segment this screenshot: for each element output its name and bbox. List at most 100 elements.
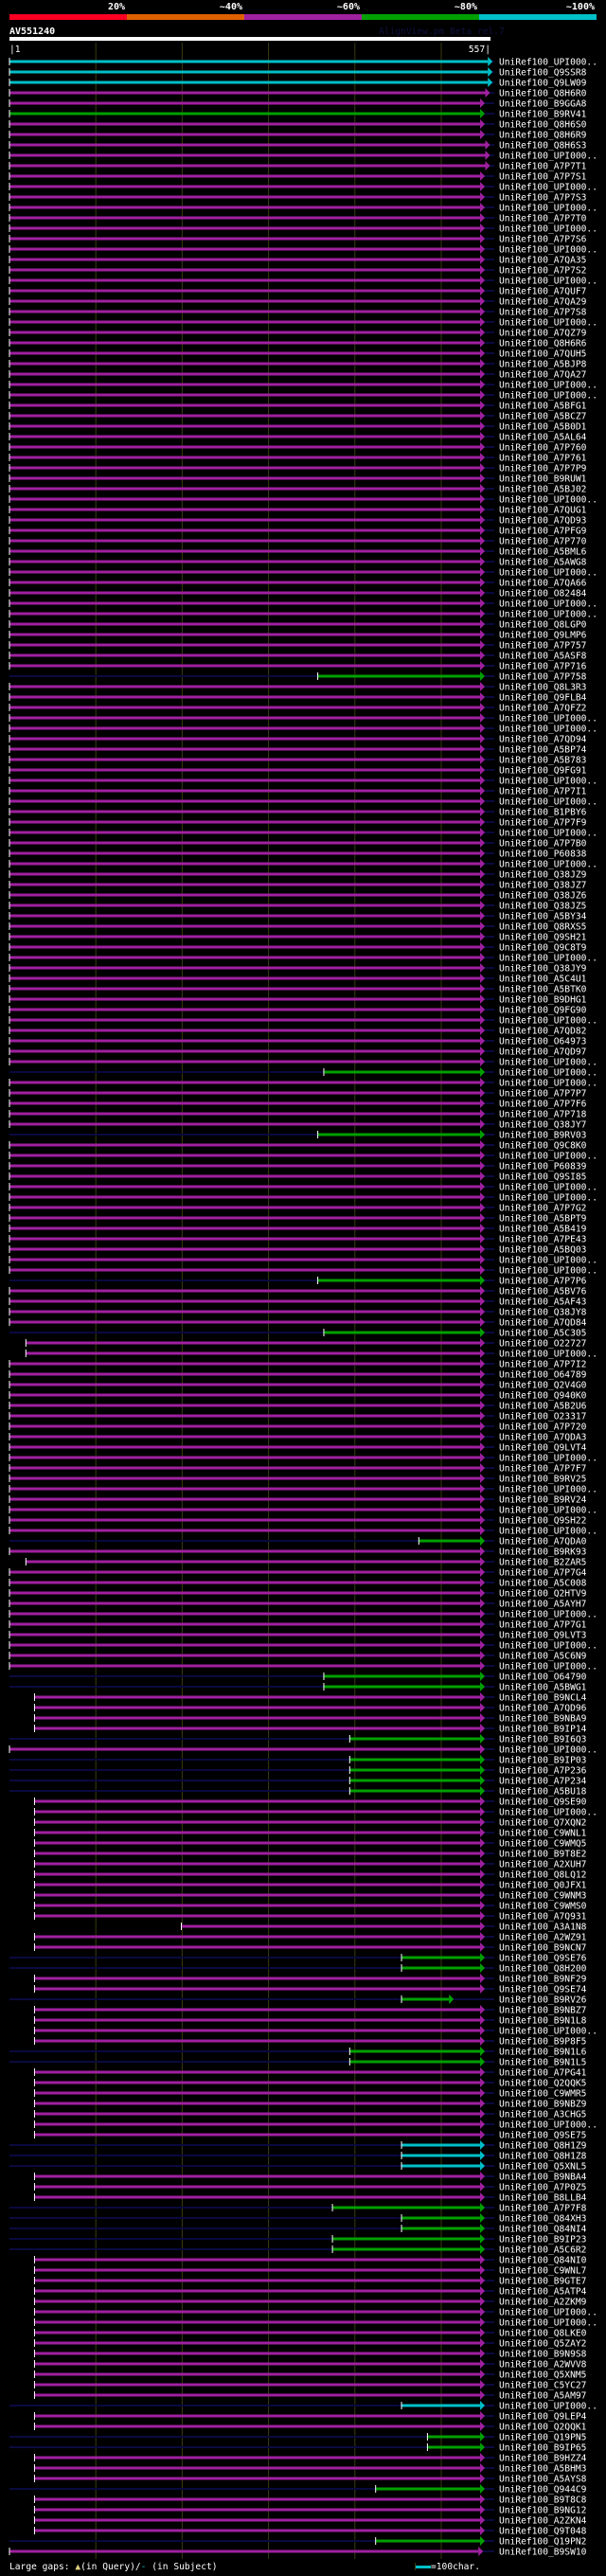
alignment-row[interactable]: UniRef100_B9GTE7 (33, 2276, 587, 2287)
alignment-row[interactable]: UniRef100_UPI000.. (9, 1151, 597, 1162)
subject-label[interactable]: UniRef100_A7QD97 (499, 1047, 587, 1058)
subject-label[interactable]: UniRef100_B9IP03 (499, 1756, 587, 1766)
subject-label[interactable]: UniRef100_Q9C8T9 (499, 943, 587, 954)
subject-label[interactable]: UniRef100_A5ASF8 (499, 652, 587, 662)
subject-label[interactable]: UniRef100_A5B419 (499, 1225, 587, 1235)
subject-label[interactable]: UniRef100_B9IP14 (499, 1725, 587, 1735)
subject-label[interactable]: UniRef100_O23317 (499, 1412, 587, 1422)
alignment-row[interactable]: UniRef100_A5ASF8 (9, 651, 587, 662)
alignment-row[interactable]: UniRef100_Q9T048 (33, 2526, 587, 2537)
alignment-row[interactable]: UniRef100_UPI000.. (9, 776, 597, 787)
alignment-row[interactable]: UniRef100_Q8RXS5 (9, 921, 586, 933)
subject-label[interactable]: UniRef100_Q8LGP0 (499, 620, 587, 631)
alignment-row[interactable]: UniRef100_UPI000.. (25, 1349, 597, 1360)
subject-label[interactable]: UniRef100_A2WVV8 (499, 2360, 587, 2370)
subject-label[interactable]: UniRef100_B9RV03 (499, 1131, 587, 1141)
subject-label[interactable]: UniRef100_A7P7I1 (499, 787, 587, 797)
subject-label[interactable]: UniRef100_B9HZZ4 (499, 2454, 587, 2464)
subject-label[interactable]: UniRef100_A7QFZ2 (499, 704, 586, 714)
subject-label[interactable]: UniRef100_Q84NI0 (499, 2256, 587, 2266)
alignment-row[interactable]: UniRef100_Q84NI0 (33, 2255, 587, 2266)
subject-label[interactable]: UniRef100_B9N9S8 (499, 2350, 587, 2360)
subject-label[interactable]: UniRef100_A7QUF7 (499, 287, 587, 297)
subject-label[interactable]: UniRef100_Q38JZ9 (499, 870, 587, 881)
subject-label[interactable]: UniRef100_A7PE43 (499, 1235, 587, 1245)
subject-label[interactable]: UniRef100_Q2HTV9 (499, 1589, 587, 1600)
alignment-row[interactable]: UniRef100_Q9LEP4 (33, 2411, 587, 2423)
subject-label[interactable]: UniRef100_B9NBZ7 (499, 2006, 587, 2016)
alignment-row[interactable]: UniRef100_A5AL64 (9, 432, 587, 443)
subject-label[interactable]: UniRef100_A7QUH5 (499, 349, 586, 360)
alignment-row[interactable]: UniRef100_A7P7F9 (9, 817, 587, 829)
alignment-row[interactable]: UniRef100_UPI000.. (9, 1255, 597, 1266)
subject-label[interactable]: UniRef100_A7P716 (499, 662, 587, 672)
subject-label[interactable]: UniRef100_A5C6N9 (499, 1652, 587, 1662)
alignment-row[interactable]: UniRef100_UPI000.. (9, 609, 597, 620)
subject-label[interactable]: UniRef100_Q9LVT4 (499, 1443, 587, 1454)
subject-label[interactable]: UniRef100_A5C6R2 (499, 2245, 586, 2256)
subject-label[interactable]: UniRef100_UPI000.. (499, 1068, 597, 1079)
alignment-row[interactable]: UniRef100_UPI000.. (9, 599, 597, 610)
subject-label[interactable]: UniRef100_A7Q931 (499, 1912, 587, 1923)
alignment-row[interactable]: UniRef100_A5BQ03 (9, 1244, 587, 1256)
alignment-row[interactable]: UniRef100_A7QA29 (9, 296, 587, 308)
alignment-row[interactable]: UniRef100_B9RK93 (9, 1547, 587, 1558)
alignment-row[interactable]: UniRef100_C9WMR5 (33, 2088, 586, 2100)
alignment-row[interactable]: UniRef100_A5C4U1 (9, 974, 587, 985)
subject-label[interactable]: UniRef100_A5BCZ7 (499, 412, 587, 422)
alignment-row[interactable]: UniRef100_B9NF29 (33, 1974, 587, 1985)
alignment-row[interactable]: UniRef100_Q7XQN2 (33, 1817, 586, 1829)
alignment-row[interactable]: UniRef100_Q2HTV9 (9, 1588, 587, 1600)
subject-label[interactable]: UniRef100_UPI000.. (499, 58, 597, 68)
alignment-row[interactable]: UniRef100_A7P7P6 (9, 1276, 587, 1287)
subject-label[interactable]: UniRef100_A5BV76 (499, 1287, 587, 1297)
subject-label[interactable]: UniRef100_UPI000.. (499, 391, 597, 402)
alignment-row[interactable]: UniRef100_Q8H6S3 (9, 140, 587, 152)
subject-label[interactable]: UniRef100_Q38JZ6 (499, 891, 587, 902)
subject-label[interactable]: UniRef100_A5BQ03 (499, 1245, 587, 1256)
alignment-row[interactable]: UniRef100_C9WNL7 (33, 2265, 587, 2277)
alignment-row[interactable]: UniRef100_Q9SH22 (9, 1515, 586, 1527)
alignment-row[interactable]: UniRef100_UPI000.. (9, 182, 597, 193)
alignment-row[interactable]: UniRef100_B9GGA8 (9, 98, 587, 110)
alignment-row[interactable]: UniRef100_UPI000.. (9, 1067, 597, 1079)
subject-label[interactable]: UniRef100_Q9LW09 (499, 79, 587, 89)
subject-label[interactable]: UniRef100_A5BPT9 (499, 1214, 587, 1225)
subject-label[interactable]: UniRef100_UPI000.. (499, 2318, 597, 2329)
subject-label[interactable]: UniRef100_B9DHG1 (499, 995, 587, 1006)
alignment-row[interactable]: UniRef100_A7QD94 (9, 734, 587, 745)
subject-label[interactable]: UniRef100_B9RV24 (499, 1495, 587, 1506)
alignment-row[interactable]: UniRef100_UPI000.. (9, 828, 597, 839)
alignment-row[interactable]: UniRef100_A5BU18 (9, 1786, 587, 1798)
subject-label[interactable]: UniRef100_UPI000.. (499, 1152, 597, 1162)
alignment-row[interactable]: UniRef100_B9IP14 (33, 1724, 587, 1735)
subject-label[interactable]: UniRef100_A7QDA0 (499, 1537, 587, 1547)
alignment-row[interactable]: UniRef100_UPI000.. (9, 1453, 597, 1464)
alignment-row[interactable]: UniRef100_A5BHM3 (33, 2463, 587, 2475)
alignment-row[interactable]: UniRef100_A7P770 (9, 536, 587, 547)
alignment-row[interactable]: UniRef100_UPI000.. (9, 151, 597, 162)
subject-label[interactable]: UniRef100_B9NBZ9 (499, 2100, 587, 2110)
alignment-row[interactable]: UniRef100_Q8H6R6 (9, 338, 587, 349)
alignment-row[interactable]: UniRef100_O64789 (9, 1369, 587, 1381)
subject-label[interactable]: UniRef100_Q8H6S3 (499, 141, 587, 152)
alignment-row[interactable]: UniRef100_Q2V4G0 (9, 1380, 587, 1391)
alignment-row[interactable]: UniRef100_B9NBA9 (33, 1713, 587, 1725)
subject-label[interactable]: UniRef100_A7P7S6 (499, 235, 587, 245)
subject-label[interactable]: UniRef100_A7QD96 (499, 1704, 587, 1714)
alignment-row[interactable]: UniRef100_A5B2U6 (9, 1401, 587, 1412)
alignment-row[interactable]: UniRef100_A7P7P9 (9, 463, 587, 474)
alignment-row[interactable]: UniRef100_Q9SE75 (33, 2130, 586, 2141)
alignment-row[interactable]: UniRef100_A7QUH5 (9, 349, 586, 360)
alignment-row[interactable]: UniRef100_A7QA27 (9, 369, 587, 381)
alignment-row[interactable]: UniRef100_A5AWG8 (9, 557, 587, 568)
alignment-row[interactable]: UniRef100_B9RV41 (9, 109, 587, 120)
alignment-row[interactable]: UniRef100_A5AYH7 (9, 1599, 587, 1610)
alignment-row[interactable]: UniRef100_A7P757 (9, 640, 587, 652)
subject-label[interactable]: UniRef100_Q8H1Z9 (499, 2141, 587, 2152)
subject-label[interactable]: UniRef100_UPI000.. (499, 954, 597, 964)
subject-label[interactable]: UniRef100_A7P760 (499, 443, 587, 454)
alignment-row[interactable]: UniRef100_A7QDA0 (9, 1536, 587, 1547)
alignment-row[interactable]: UniRef100_Q9SSR8 (9, 67, 587, 79)
subject-label[interactable]: UniRef100_UPI000.. (499, 1350, 597, 1360)
